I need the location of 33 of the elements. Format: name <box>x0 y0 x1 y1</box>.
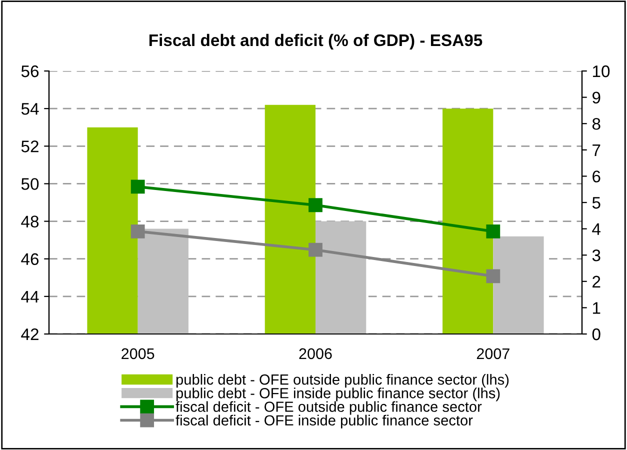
legend-label: fiscal deficit - OFE outside public finance sector <box>176 401 482 415</box>
point <box>130 224 145 238</box>
legend-label: fiscal deficit - OFE inside public finance sector <box>176 414 473 428</box>
y2-tick-label: 8 <box>592 118 600 130</box>
y-tick-label: 42 <box>21 328 38 340</box>
y-tick-label: 52 <box>21 140 38 152</box>
y2-tick-label: 5 <box>592 197 600 209</box>
y2-tick-label: 0 <box>592 328 600 340</box>
y2-tick-label: 2 <box>592 276 600 288</box>
x-tick-label: 2005 <box>122 348 154 360</box>
y2-tick-label: 4 <box>592 223 601 235</box>
x-tick-label: 2006 <box>299 348 332 360</box>
y-tick-label: 46 <box>21 253 39 266</box>
y2-tick-label: 6 <box>592 170 600 182</box>
point <box>308 242 322 257</box>
y2-tick-label: 9 <box>592 92 600 104</box>
y2-tick-label: 7 <box>592 144 600 156</box>
y-tick-label: 54 <box>21 103 39 115</box>
point <box>486 224 500 238</box>
point <box>130 180 145 194</box>
chart-title: Fiscal debt and deficit (% of GDP) - ESA95 <box>149 34 482 50</box>
y-tick-label: 56 <box>21 65 39 78</box>
y-tick-label: 48 <box>21 216 39 228</box>
x-tick-label: 2007 <box>476 348 510 360</box>
legend-label: public debt - OFE inside public finance sector (lhs) <box>176 388 500 402</box>
y2-tick-label: 10 <box>592 65 610 78</box>
y-tick-label: 50 <box>21 178 39 190</box>
y2-tick-label: 1 <box>592 302 600 314</box>
y-tick-label: 44 <box>21 291 39 302</box>
point <box>486 269 500 284</box>
point <box>308 198 322 212</box>
y2-tick-label: 3 <box>592 250 600 262</box>
legend-label: public debt - OFE outside public finance sector (lhs) <box>176 374 509 388</box>
